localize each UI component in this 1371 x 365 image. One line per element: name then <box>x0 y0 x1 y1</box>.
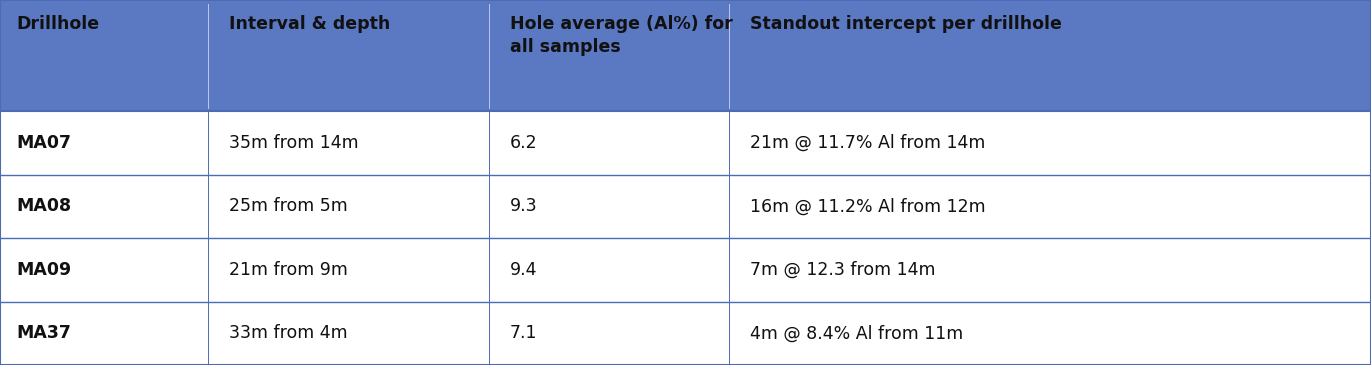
Text: MA09: MA09 <box>16 261 71 279</box>
Text: 7m @ 12.3 from 14m: 7m @ 12.3 from 14m <box>750 261 935 279</box>
Bar <box>0 0 1371 111</box>
Text: 9.4: 9.4 <box>510 261 537 279</box>
Text: 7.1: 7.1 <box>510 324 537 342</box>
Text: 6.2: 6.2 <box>510 134 537 152</box>
Text: 9.3: 9.3 <box>510 197 537 215</box>
Text: MA37: MA37 <box>16 324 71 342</box>
Text: MA07: MA07 <box>16 134 71 152</box>
Text: 4m @ 8.4% Al from 11m: 4m @ 8.4% Al from 11m <box>750 324 964 342</box>
Text: Standout intercept per drillhole: Standout intercept per drillhole <box>750 15 1061 32</box>
Bar <box>0 175 1371 238</box>
Text: 33m from 4m: 33m from 4m <box>229 324 348 342</box>
Bar <box>0 238 1371 301</box>
Text: MA08: MA08 <box>16 197 71 215</box>
Text: 25m from 5m: 25m from 5m <box>229 197 348 215</box>
Text: 21m from 9m: 21m from 9m <box>229 261 348 279</box>
Text: 35m from 14m: 35m from 14m <box>229 134 359 152</box>
Text: Hole average (Al%) for
all samples: Hole average (Al%) for all samples <box>510 15 732 55</box>
Text: Drillhole: Drillhole <box>16 15 100 32</box>
Bar <box>0 111 1371 175</box>
Text: Interval & depth: Interval & depth <box>229 15 391 32</box>
Text: 21m @ 11.7% Al from 14m: 21m @ 11.7% Al from 14m <box>750 134 986 152</box>
Text: 16m @ 11.2% Al from 12m: 16m @ 11.2% Al from 12m <box>750 197 986 215</box>
Bar <box>0 301 1371 365</box>
